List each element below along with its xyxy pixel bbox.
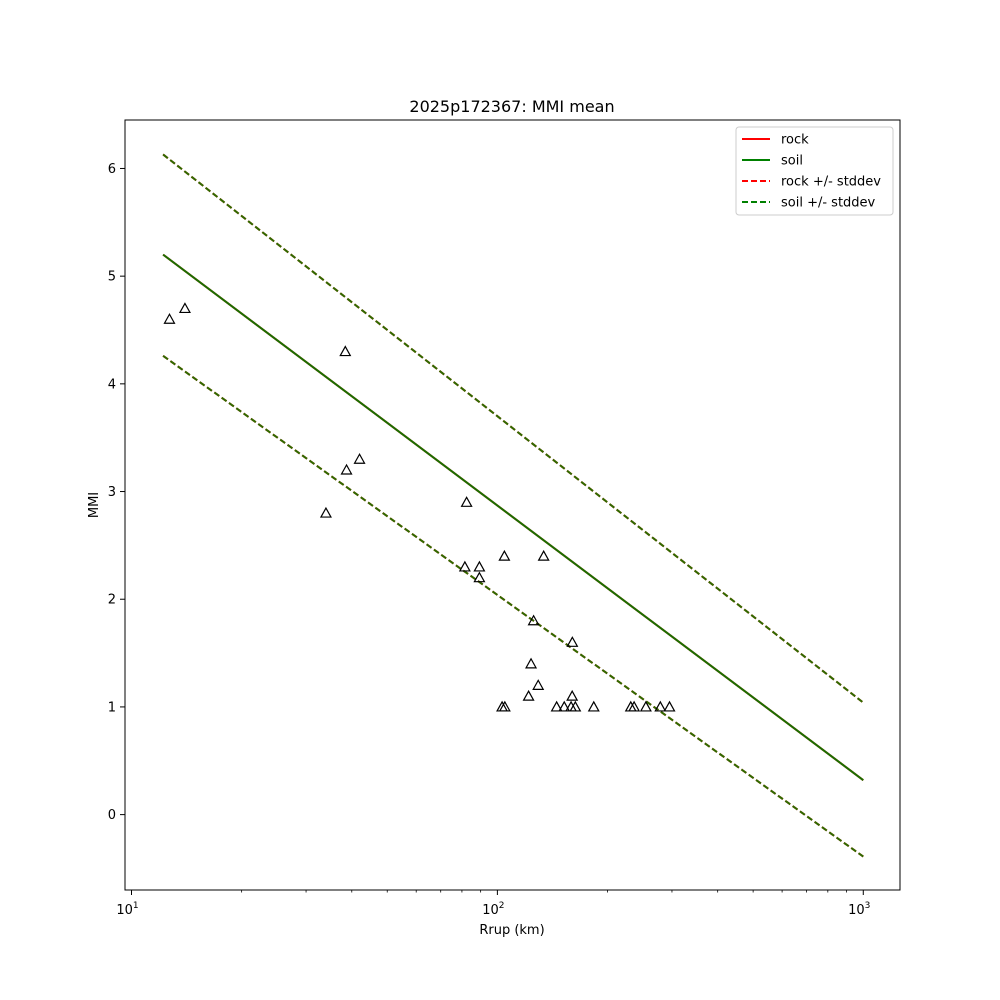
plot-frame — [124, 119, 901, 891]
plot-area — [125, 120, 900, 890]
data-point-22 — [566, 636, 579, 647]
y-axis-ticks: 0 1 2 3 4 5 6 — [108, 162, 125, 823]
chart-title: 2025p172367: MMI mean — [409, 97, 614, 116]
y-tick-label: 6 — [108, 162, 116, 177]
y-tick-label: 2 — [108, 593, 116, 608]
data-point-21 — [566, 689, 579, 701]
legend-box — [735, 126, 894, 216]
y-tick-label: 0 — [108, 808, 116, 823]
data-point-6 — [458, 560, 471, 572]
data-point-18 — [550, 700, 563, 712]
data-point-2 — [319, 506, 332, 518]
data-point-24 — [587, 700, 600, 712]
data-point-17 — [537, 549, 550, 561]
soil-stddev-line-4 — [162, 153, 864, 704]
data-point-5 — [353, 452, 366, 464]
observed-points — [163, 302, 676, 712]
legend: rock soil rock +/- stddev soil +/- stddev — [735, 126, 894, 216]
data-point-19 — [558, 700, 571, 712]
data-point-11 — [498, 700, 511, 712]
data-point-15 — [527, 614, 540, 626]
y-tick-label: 3 — [108, 485, 116, 500]
data-point-28 — [654, 700, 667, 712]
data-point-13 — [522, 689, 535, 701]
data-point-14 — [525, 657, 538, 669]
data-point-12 — [498, 549, 511, 561]
data-point-8 — [473, 560, 486, 572]
legend-label-1: soil — [781, 154, 803, 169]
data-point-29 — [663, 700, 676, 712]
y-axis-label: MMI — [87, 492, 102, 518]
data-point-23 — [569, 700, 582, 712]
series-lines — [162, 153, 864, 858]
data-point-27 — [639, 700, 652, 712]
data-point-9 — [473, 571, 486, 583]
legend-label-2: rock +/- stddev — [781, 175, 881, 190]
data-point-1 — [178, 302, 191, 314]
data-point-4 — [340, 463, 353, 475]
data-point-0 — [163, 312, 176, 324]
legend-label-0: rock — [781, 133, 809, 148]
y-tick-label: 5 — [108, 270, 116, 285]
legend-label-3: soil +/- stddev — [781, 196, 876, 211]
x-axis-label: Rrup (km) — [479, 923, 544, 938]
data-point-7 — [460, 496, 473, 507]
soil-line-1 — [162, 253, 864, 781]
y-tick-label: 4 — [108, 377, 116, 392]
data-point-3 — [339, 345, 352, 357]
data-point-26 — [628, 700, 641, 712]
data-point-16 — [532, 679, 545, 690]
y-tick-label: 1 — [108, 700, 116, 715]
